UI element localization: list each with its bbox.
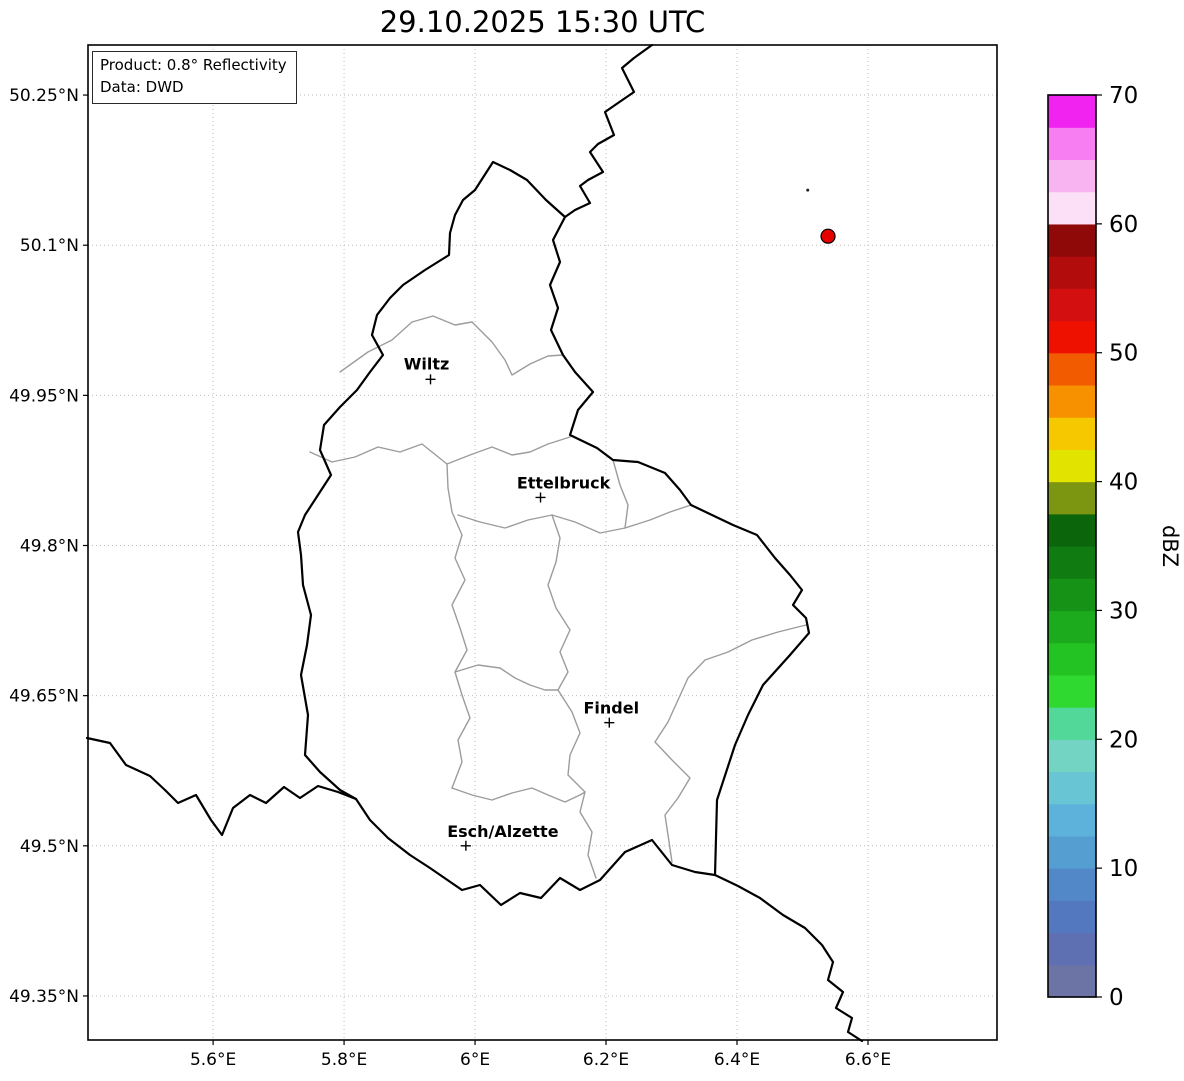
- neighbor-country-border: [713, 873, 864, 1043]
- colorbar-band: [1048, 610, 1096, 644]
- colorbar-band: [1048, 256, 1096, 289]
- district-border: [451, 787, 586, 803]
- colorbar-band: [1048, 771, 1096, 805]
- colorbar-band: [1048, 223, 1096, 257]
- colorbar-band: [1048, 674, 1096, 708]
- product-info-box: Product: 0.8° Reflectivity Data: DWD: [92, 51, 297, 104]
- y-tick-label: 50.1°N: [20, 236, 79, 256]
- city-marker: [604, 717, 615, 728]
- colorbar-band: [1048, 707, 1096, 740]
- colorbar-tick-label: 30: [1109, 598, 1138, 624]
- colorbar-tick-label: 0: [1109, 985, 1124, 1011]
- y-tick-label: 50.25°N: [9, 86, 79, 106]
- colorbar-band: [1048, 513, 1096, 547]
- colorbar-band: [1048, 739, 1096, 773]
- colorbar-tick-label: 60: [1109, 212, 1138, 238]
- district-border: [612, 459, 629, 529]
- product-info-line: Product: 0.8° Reflectivity: [100, 56, 287, 74]
- x-tick-label: 6.2°E: [583, 1050, 629, 1070]
- radar-echo: [806, 188, 810, 192]
- colorbar-band: [1048, 352, 1096, 386]
- colorbar-tick-label: 40: [1109, 470, 1138, 496]
- colorbar-band: [1048, 288, 1096, 322]
- luxembourg-border: [296, 160, 811, 907]
- colorbar-band: [1048, 481, 1096, 515]
- colorbar-band: [1048, 964, 1096, 998]
- colorbar-tick-label: 50: [1109, 341, 1138, 367]
- city-marker: [425, 374, 436, 385]
- district-border: [547, 514, 597, 879]
- district-border: [654, 624, 807, 863]
- neighbor-country-border: [563, 43, 654, 219]
- colorbar: 0 10 20 30 40 50 60 70 dBZ: [1047, 83, 1182, 1011]
- colorbar-band: [1048, 546, 1096, 579]
- y-tick-label: 49.95°N: [9, 386, 79, 406]
- colorbar-frame: [1047, 94, 1097, 998]
- city-marker: [535, 492, 546, 503]
- neighbor-country-border: [85, 736, 358, 837]
- y-tick-label: 49.8°N: [20, 537, 79, 557]
- axes: 5.6°E 5.8°E 6°E 6.2°E 6.4°E 6.6°E 50.25°N 50.1°…: [9, 44, 998, 1070]
- colorbar-band: [1048, 320, 1096, 354]
- radar-echoes: [806, 188, 836, 244]
- colorbar-band: [1048, 159, 1096, 193]
- plot-frame: [87, 44, 998, 1041]
- colorbar-band: [1048, 642, 1096, 676]
- city-label: Esch/Alzette: [447, 822, 559, 841]
- city-label: Findel: [584, 699, 640, 718]
- colorbar-tick-label: 10: [1109, 856, 1138, 882]
- neighbor-country-borders: [85, 43, 864, 1043]
- district-borders: [309, 315, 807, 879]
- colorbar-band: [1048, 191, 1096, 225]
- gridlines: [88, 45, 997, 1040]
- x-tick-label: 5.6°E: [190, 1050, 236, 1070]
- district-border: [454, 664, 559, 691]
- x-tick-label: 6.4°E: [714, 1050, 760, 1070]
- colorbar-band: [1048, 127, 1096, 161]
- colorbar-tick-label: 70: [1109, 83, 1138, 109]
- y-tick-label: 49.35°N: [9, 987, 79, 1007]
- radar-echo: [820, 228, 836, 244]
- city-label: Ettelbruck: [517, 473, 611, 492]
- district-border: [309, 436, 571, 465]
- colorbar-band: [1048, 900, 1096, 934]
- x-tick-label: 6.6°E: [845, 1050, 891, 1070]
- colorbar-band: [1048, 868, 1096, 901]
- data-source-line: Data: DWD: [100, 77, 184, 96]
- colorbar-tick-label: 20: [1109, 727, 1138, 753]
- district-border: [457, 504, 692, 534]
- city-marker: [460, 840, 471, 851]
- figure-title: 29.10.2025 15:30 UTC: [379, 5, 706, 39]
- colorbar-axis-label: dBZ: [1158, 525, 1182, 567]
- district-border: [339, 315, 564, 376]
- x-tick-label: 5.8°E: [321, 1050, 367, 1070]
- colorbar-band: [1048, 835, 1096, 869]
- colorbar-band: [1048, 803, 1096, 837]
- city-markers: Wiltz Ettelbruck Findel Esch/Alzette: [404, 354, 640, 851]
- colorbar-band: [1048, 95, 1096, 128]
- colorbar-band: [1048, 932, 1096, 966]
- district-border: [446, 463, 471, 789]
- colorbar-band: [1048, 449, 1096, 483]
- colorbar-band: [1048, 578, 1096, 612]
- y-tick-label: 49.5°N: [20, 837, 79, 857]
- x-tick-label: 6°E: [460, 1050, 490, 1070]
- colorbar-band: [1048, 417, 1096, 450]
- y-tick-label: 49.65°N: [9, 687, 79, 707]
- city-label: Wiltz: [404, 354, 450, 373]
- colorbar-band: [1048, 384, 1096, 418]
